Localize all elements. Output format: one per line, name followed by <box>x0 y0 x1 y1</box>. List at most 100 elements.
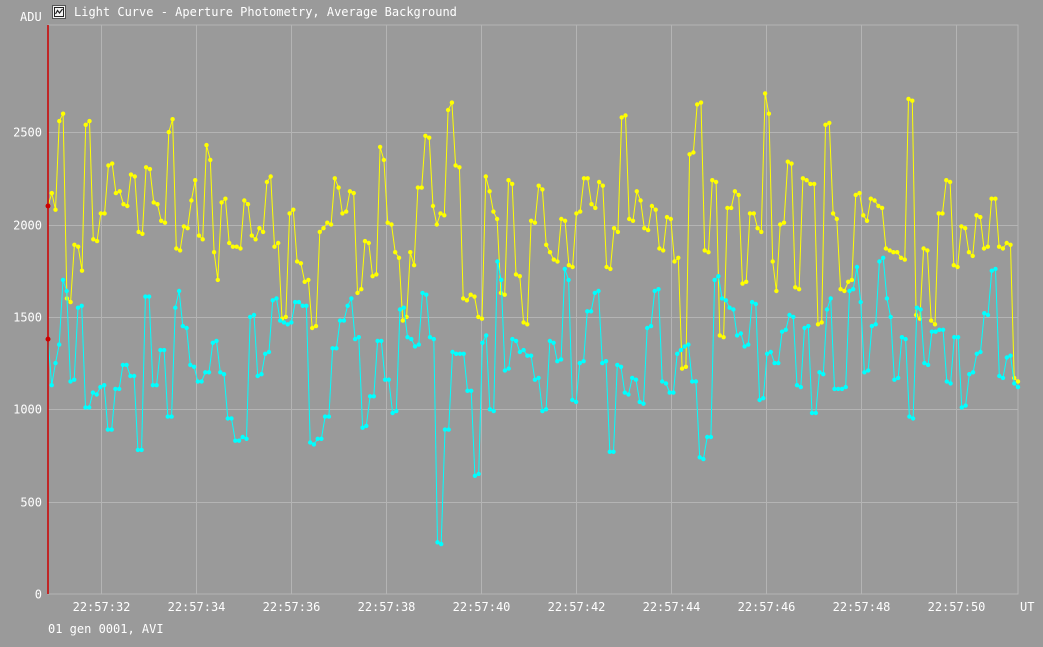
data-point <box>963 403 968 408</box>
data-point <box>319 436 324 441</box>
data-point <box>263 351 268 356</box>
data-point <box>570 397 575 403</box>
time-cursor[interactable] <box>45 25 51 594</box>
data-point <box>809 410 815 416</box>
data-point <box>106 163 111 168</box>
data-point <box>352 336 358 342</box>
data-point <box>581 176 587 181</box>
data-point <box>442 213 447 218</box>
chart-window-icon[interactable] <box>52 5 66 19</box>
data-point <box>322 414 328 419</box>
data-point <box>622 390 627 395</box>
data-point <box>630 375 635 381</box>
data-point <box>796 287 802 292</box>
data-point <box>902 257 907 262</box>
data-point <box>675 351 680 356</box>
data-point <box>377 144 383 150</box>
data-point <box>817 370 822 375</box>
data-point <box>465 388 470 393</box>
data-point <box>993 196 998 201</box>
x-tick-label: 22:57:34 <box>168 600 226 614</box>
data-point <box>151 200 156 205</box>
data-point <box>661 248 666 253</box>
data-point <box>1008 242 1013 247</box>
data-point <box>759 229 764 235</box>
data-point <box>645 325 650 331</box>
data-point <box>732 189 738 194</box>
data-point <box>268 174 273 179</box>
data-point <box>836 386 841 392</box>
data-point <box>925 248 930 253</box>
data-point <box>864 218 870 223</box>
data-point <box>184 325 189 331</box>
data-point <box>555 259 560 264</box>
data-point <box>415 185 421 190</box>
data-point <box>506 366 511 371</box>
data-point <box>936 211 941 216</box>
data-point <box>683 364 689 369</box>
data-point <box>283 314 288 320</box>
data-point <box>951 263 956 268</box>
data-point <box>633 377 639 382</box>
data-point <box>266 349 272 355</box>
data-point <box>113 190 119 196</box>
data-point <box>627 216 632 222</box>
data-point <box>341 318 347 323</box>
data-point <box>453 163 458 168</box>
series-1 <box>45 91 1021 384</box>
data-point <box>132 174 137 179</box>
data-point <box>379 338 384 344</box>
data-point <box>861 213 866 218</box>
data-point <box>381 157 387 163</box>
data-point <box>102 211 107 216</box>
data-point <box>405 335 410 340</box>
data-point <box>1015 384 1021 390</box>
data-point <box>824 307 830 312</box>
data-point <box>139 447 144 453</box>
data-point <box>174 246 179 251</box>
data-point <box>487 189 492 194</box>
data-point <box>978 214 983 220</box>
data-point <box>287 211 292 216</box>
x-tick-label: 22:57:46 <box>738 600 796 614</box>
data-point <box>135 447 141 453</box>
data-point <box>843 384 848 390</box>
data-point <box>304 303 309 308</box>
data-point <box>899 335 905 340</box>
data-point <box>778 222 783 227</box>
data-point <box>578 209 583 214</box>
data-point <box>676 255 681 260</box>
data-point <box>225 416 230 421</box>
data-point <box>484 333 489 338</box>
data-point <box>619 115 624 120</box>
data-point <box>682 344 687 349</box>
data-point <box>738 331 744 336</box>
data-point <box>83 405 88 410</box>
data-point <box>79 268 85 273</box>
data-point <box>253 237 258 242</box>
data-point <box>161 347 167 353</box>
data-point <box>245 202 251 207</box>
data-point <box>435 540 440 545</box>
data-point <box>645 227 651 233</box>
data-point <box>562 266 567 272</box>
data-point <box>851 287 856 292</box>
data-point <box>60 111 66 116</box>
data-point <box>476 314 481 320</box>
data-point <box>502 292 507 297</box>
data-point <box>83 122 88 128</box>
data-point <box>588 309 594 314</box>
data-point <box>955 264 960 270</box>
data-point <box>502 368 508 373</box>
data-point <box>749 299 755 305</box>
data-point <box>751 211 756 216</box>
data-point <box>862 370 867 375</box>
data-point <box>551 340 556 345</box>
data-point <box>1004 240 1009 246</box>
data-point <box>827 120 832 126</box>
data-point <box>143 294 148 299</box>
data-point <box>558 357 564 362</box>
data-point <box>785 159 790 164</box>
data-point <box>757 397 762 403</box>
data-point <box>913 312 919 318</box>
